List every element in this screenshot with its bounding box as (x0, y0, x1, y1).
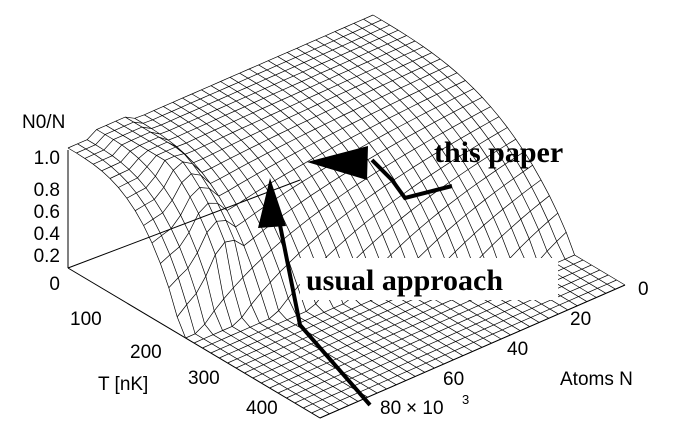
z-tick-0.6: 0.6 (34, 202, 60, 223)
z-tick-0.4: 0.4 (34, 224, 61, 245)
mesh-line-n (248, 68, 502, 340)
annotation-arrows (258, 146, 453, 407)
mesh-line-t (219, 151, 525, 359)
mesh-line-n (258, 64, 511, 336)
mesh-line-n (182, 97, 435, 369)
mesh-line-n (363, 18, 616, 290)
n-axis-label: Atoms N (560, 369, 633, 390)
mesh-line-n (239, 72, 492, 344)
n-ticks: 0 20 40 60 80 × 10 3 (380, 279, 649, 419)
mesh-line-n (134, 117, 387, 390)
mesh-line-n (86, 139, 340, 411)
mesh-line-n (144, 114, 397, 386)
t-tick-400: 400 (246, 398, 278, 419)
back-axis-line (67, 179, 301, 269)
this-paper-arrow-line (370, 158, 453, 201)
mesh-line-n (77, 143, 330, 415)
mesh-line-n (353, 22, 607, 294)
mesh-line-n (115, 120, 368, 398)
usual-approach-arrowhead (258, 178, 286, 228)
mesh-line-n (172, 101, 425, 373)
usual-approach-label-bg (300, 258, 558, 300)
z-tick-0.8: 0.8 (34, 180, 60, 201)
mesh-line-t (151, 72, 458, 244)
this-paper-arrowhead (307, 146, 368, 180)
n-tick-40: 40 (507, 339, 528, 360)
t-axis-label: T [nK] (98, 374, 148, 395)
n-tick-80: 80 (380, 398, 401, 419)
mesh-line-n (191, 93, 445, 365)
z-tick-0.2: 0.2 (34, 246, 60, 267)
t-tick-200: 200 (130, 342, 162, 363)
this-paper-label: this paper (434, 136, 563, 169)
z-tick-1.0: 1.0 (34, 148, 60, 169)
n-tick-multiplier: × 10 (406, 398, 444, 419)
mesh-line-n (210, 85, 464, 357)
mesh-line-t (160, 80, 466, 264)
n-tick-20: 20 (570, 309, 591, 330)
z-tick-0: 0 (49, 274, 60, 295)
mesh-line-n (372, 14, 626, 286)
mesh-line-n (153, 110, 406, 381)
mesh-line-n (201, 89, 454, 361)
mesh-line-n (96, 129, 349, 406)
t-tick-300: 300 (188, 368, 220, 389)
usual-approach-arrow-line (278, 224, 372, 407)
n-tick-exponent: 3 (462, 392, 469, 407)
mesh-line-n (229, 77, 483, 348)
usual-approach-label: usual approach (306, 264, 503, 297)
z-ticks: 0 0.2 0.4 0.6 0.8 1.0 (34, 148, 61, 295)
mesh-line-n (67, 147, 321, 419)
mesh-line-n (220, 81, 473, 352)
z-axis-label: N0/N (22, 112, 65, 133)
t-ticks: 100 200 300 400 (70, 309, 278, 419)
n-tick-0: 0 (638, 279, 649, 300)
t-tick-100: 100 (70, 309, 102, 330)
mesh-line-n (277, 56, 530, 327)
n-tick-60: 60 (443, 369, 464, 390)
mesh-line-n (105, 125, 359, 402)
